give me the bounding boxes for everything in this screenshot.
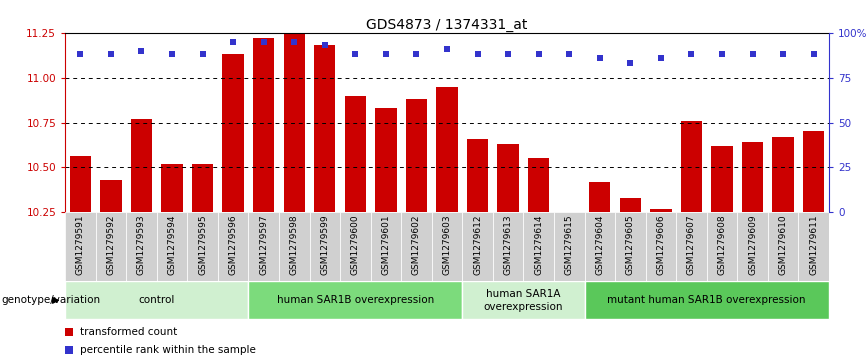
Bar	[463, 212, 493, 281]
Text: percentile rank within the sample: percentile rank within the sample	[81, 345, 256, 355]
Text: GSM1279593: GSM1279593	[137, 215, 146, 275]
Bar	[248, 281, 463, 319]
Bar	[589, 182, 610, 212]
Bar	[803, 131, 825, 212]
Text: GSM1279613: GSM1279613	[503, 215, 513, 275]
Text: GSM1279595: GSM1279595	[198, 215, 207, 275]
Bar	[310, 212, 340, 281]
Bar	[69, 156, 91, 212]
Bar	[584, 212, 615, 281]
Bar	[284, 33, 305, 212]
Text: GSM1279608: GSM1279608	[718, 215, 727, 275]
Bar	[218, 212, 248, 281]
Bar	[345, 95, 366, 212]
Bar	[528, 158, 549, 212]
Bar	[676, 212, 707, 281]
Text: GSM1279599: GSM1279599	[320, 215, 329, 275]
Bar	[554, 212, 584, 281]
Text: GSM1279609: GSM1279609	[748, 215, 757, 275]
Text: GSM1279592: GSM1279592	[107, 215, 115, 275]
Text: genotype/variation: genotype/variation	[2, 295, 101, 305]
Text: GSM1279604: GSM1279604	[595, 215, 604, 275]
Text: GSM1279591: GSM1279591	[76, 215, 85, 275]
Bar	[401, 212, 431, 281]
Text: mutant human SAR1B overexpression: mutant human SAR1B overexpression	[608, 295, 806, 305]
Text: GSM1279607: GSM1279607	[687, 215, 696, 275]
Bar	[126, 212, 157, 281]
Bar	[157, 212, 187, 281]
Bar	[463, 281, 584, 319]
Text: control: control	[139, 295, 175, 305]
Bar	[253, 38, 274, 212]
Bar	[95, 212, 126, 281]
Bar	[161, 164, 183, 212]
Bar	[646, 212, 676, 281]
Text: GSM1279603: GSM1279603	[443, 215, 451, 275]
Bar	[431, 212, 463, 281]
Bar	[773, 137, 794, 212]
Text: human SAR1B overexpression: human SAR1B overexpression	[277, 295, 434, 305]
Bar	[65, 281, 248, 319]
Bar	[65, 212, 95, 281]
Text: GSM1279602: GSM1279602	[412, 215, 421, 275]
Text: GSM1279615: GSM1279615	[565, 215, 574, 275]
Bar	[279, 212, 310, 281]
Text: GSM1279611: GSM1279611	[809, 215, 819, 275]
Text: GSM1279601: GSM1279601	[381, 215, 391, 275]
Text: GSM1279598: GSM1279598	[290, 215, 299, 275]
Bar	[768, 212, 799, 281]
Title: GDS4873 / 1374331_at: GDS4873 / 1374331_at	[366, 18, 528, 32]
Bar	[620, 198, 641, 212]
Bar	[681, 121, 702, 212]
Bar	[405, 99, 427, 212]
Bar	[737, 212, 768, 281]
Text: transformed count: transformed count	[81, 327, 178, 337]
Bar	[497, 144, 519, 212]
Bar	[493, 212, 523, 281]
Bar	[248, 212, 279, 281]
Bar	[131, 119, 152, 212]
Text: GSM1279605: GSM1279605	[626, 215, 635, 275]
Bar	[650, 209, 672, 212]
Text: GSM1279596: GSM1279596	[228, 215, 238, 275]
Text: GSM1279597: GSM1279597	[260, 215, 268, 275]
Bar	[707, 212, 737, 281]
Bar	[187, 212, 218, 281]
Bar	[371, 212, 401, 281]
Bar	[314, 45, 336, 212]
Bar	[742, 142, 763, 212]
Bar	[340, 212, 371, 281]
Text: GSM1279612: GSM1279612	[473, 215, 482, 275]
Text: GSM1279594: GSM1279594	[168, 215, 176, 275]
Bar	[799, 212, 829, 281]
Bar	[584, 281, 829, 319]
Bar	[523, 212, 554, 281]
Text: GSM1279606: GSM1279606	[656, 215, 666, 275]
Bar	[711, 146, 733, 212]
Bar	[222, 54, 244, 212]
Bar	[192, 164, 214, 212]
Text: GSM1279600: GSM1279600	[351, 215, 360, 275]
Bar	[375, 108, 397, 212]
Text: GSM1279610: GSM1279610	[779, 215, 787, 275]
Bar	[437, 87, 457, 212]
Bar	[467, 139, 489, 212]
Text: human SAR1A
overexpression: human SAR1A overexpression	[483, 289, 563, 311]
Bar	[100, 180, 122, 212]
Bar	[615, 212, 646, 281]
Text: GSM1279614: GSM1279614	[534, 215, 543, 275]
